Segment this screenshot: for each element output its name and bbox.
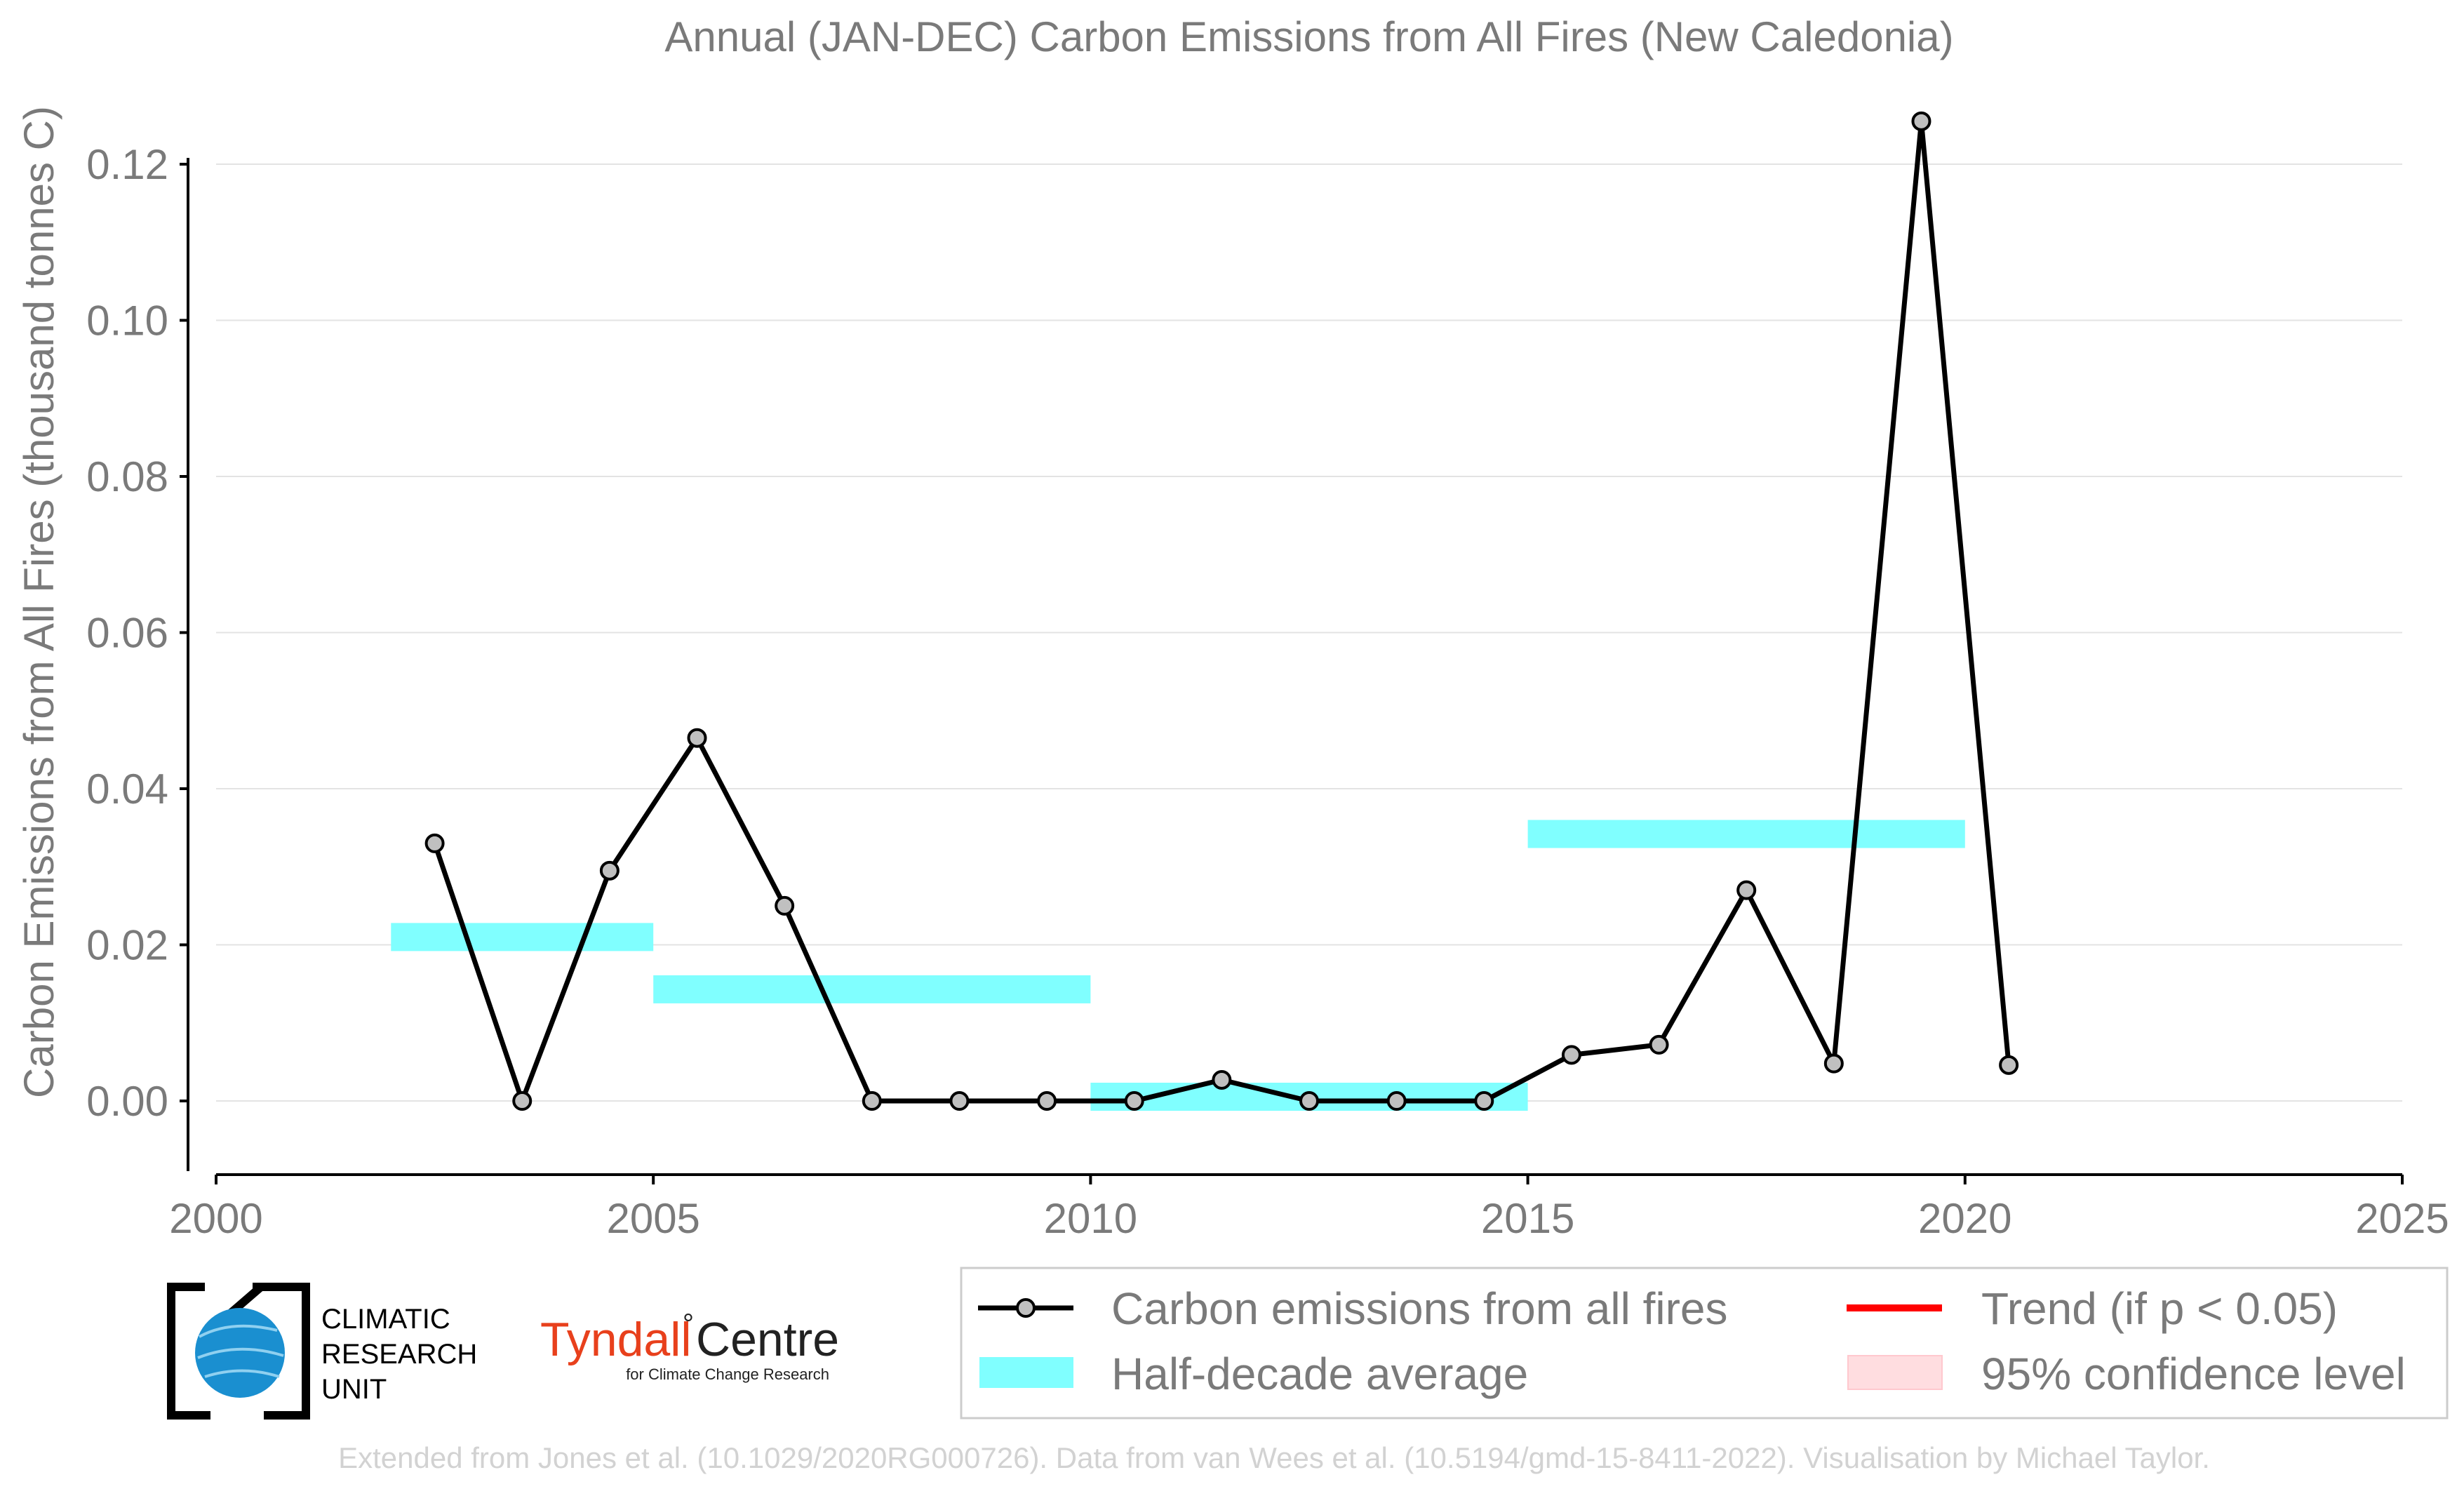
gridlines	[216, 163, 2402, 1102]
data-point-16	[1823, 1053, 1844, 1074]
data-point-5	[862, 1091, 882, 1111]
data-point-11	[1386, 1091, 1407, 1111]
cru-bracket-right	[253, 1283, 310, 1420]
data-point-8	[1124, 1091, 1144, 1111]
data-point-1	[512, 1091, 533, 1111]
x-ticks: 2000 2005 2010 2015 2020 2025	[169, 1175, 2449, 1242]
data-point-17	[1911, 111, 1931, 131]
legend-label-trend: Trend (if p < 0.05)	[1981, 1283, 2338, 1334]
data-point-2	[599, 860, 620, 881]
x-tick-label-2: 2010	[1044, 1195, 1137, 1242]
legend-label-emissions: Carbon emissions from all fires	[1111, 1283, 1728, 1334]
y-tick-label-1: 0.02	[86, 922, 168, 969]
tyndall-degree: °	[683, 1309, 694, 1340]
tyndall-logo: Tyndall ° Centre for Climate Change Rese…	[540, 1309, 839, 1383]
emissions-points	[424, 111, 2019, 1111]
legend-swatch-emissions-marker	[1016, 1298, 1036, 1318]
globe-swirl-3	[204, 1369, 280, 1378]
globe-swirl-1	[199, 1324, 278, 1338]
y-ticks: 0.00 0.02 0.04 0.06 0.08 0.10 0.12	[86, 141, 188, 1125]
y-tick-label-5: 0.10	[86, 298, 168, 345]
x-tick-label-3: 2015	[1481, 1195, 1574, 1242]
legend-label-confidence: 95% confidence level	[1981, 1349, 2406, 1399]
legend-swatch-confidence	[1847, 1355, 1943, 1390]
half-decade-band-1	[653, 975, 1091, 1003]
footer-credit: Extended from Jones et al. (10.1029/2020…	[338, 1441, 2210, 1474]
cru-logo: CLIMATIC RESEARCH UNIT	[167, 1283, 477, 1420]
data-point-7	[1037, 1091, 1057, 1111]
tyndall-name-black: Centre	[696, 1313, 839, 1366]
data-point-14	[1649, 1034, 1669, 1055]
chart-title: Annual (JAN-DEC) Carbon Emissions from A…	[664, 13, 1953, 60]
data-point-15	[1736, 880, 1757, 900]
half-decade-band-3	[1527, 820, 1965, 848]
legend: Carbon emissions from all fires Half-dec…	[960, 1267, 2449, 1420]
data-point-18	[1999, 1055, 2019, 1075]
emissions-series	[432, 119, 2011, 1104]
y-tick-label-4: 0.08	[86, 453, 168, 500]
legend-label-half-decade: Half-decade average	[1111, 1349, 1528, 1399]
cru-bracket-left	[167, 1283, 210, 1420]
legend-frame	[960, 1267, 2449, 1420]
half-decade-average-bands	[391, 820, 1965, 1111]
y-tick-label-0: 0.00	[86, 1078, 168, 1125]
data-point-6	[949, 1091, 970, 1111]
axes	[187, 158, 2402, 1176]
cru-line-3: UNIT	[321, 1374, 387, 1405]
data-point-13	[1561, 1045, 1581, 1065]
y-tick-label-2: 0.04	[86, 766, 168, 813]
series-line-carbon-emissions	[432, 119, 2011, 1104]
tyndall-name-red: Tyndall	[540, 1313, 691, 1366]
data-point-4	[775, 895, 795, 916]
y-tick-label-3: 0.06	[86, 610, 168, 657]
x-tick-label-4: 2020	[1918, 1195, 2011, 1242]
x-tick-label-0: 2000	[169, 1195, 262, 1242]
data-point-12	[1474, 1091, 1494, 1111]
legend-swatch-half-decade	[979, 1357, 1073, 1388]
cru-line-1: CLIMATIC	[321, 1304, 450, 1335]
y-axis-label: Carbon Emissions from All Fires (thousan…	[15, 106, 62, 1098]
data-point-3	[687, 728, 707, 748]
data-point-10	[1299, 1091, 1319, 1111]
cru-line-2: RESEARCH	[321, 1339, 477, 1370]
half-decade-band-0	[391, 923, 654, 951]
y-tick-label-6: 0.12	[86, 141, 168, 188]
data-point-0	[424, 833, 445, 853]
tyndall-subtitle: for Climate Change Research	[626, 1365, 829, 1383]
x-tick-label-1: 2005	[606, 1195, 699, 1242]
data-point-9	[1212, 1069, 1232, 1090]
x-tick-label-5: 2025	[2355, 1195, 2449, 1242]
globe-swirl-2	[197, 1347, 284, 1359]
